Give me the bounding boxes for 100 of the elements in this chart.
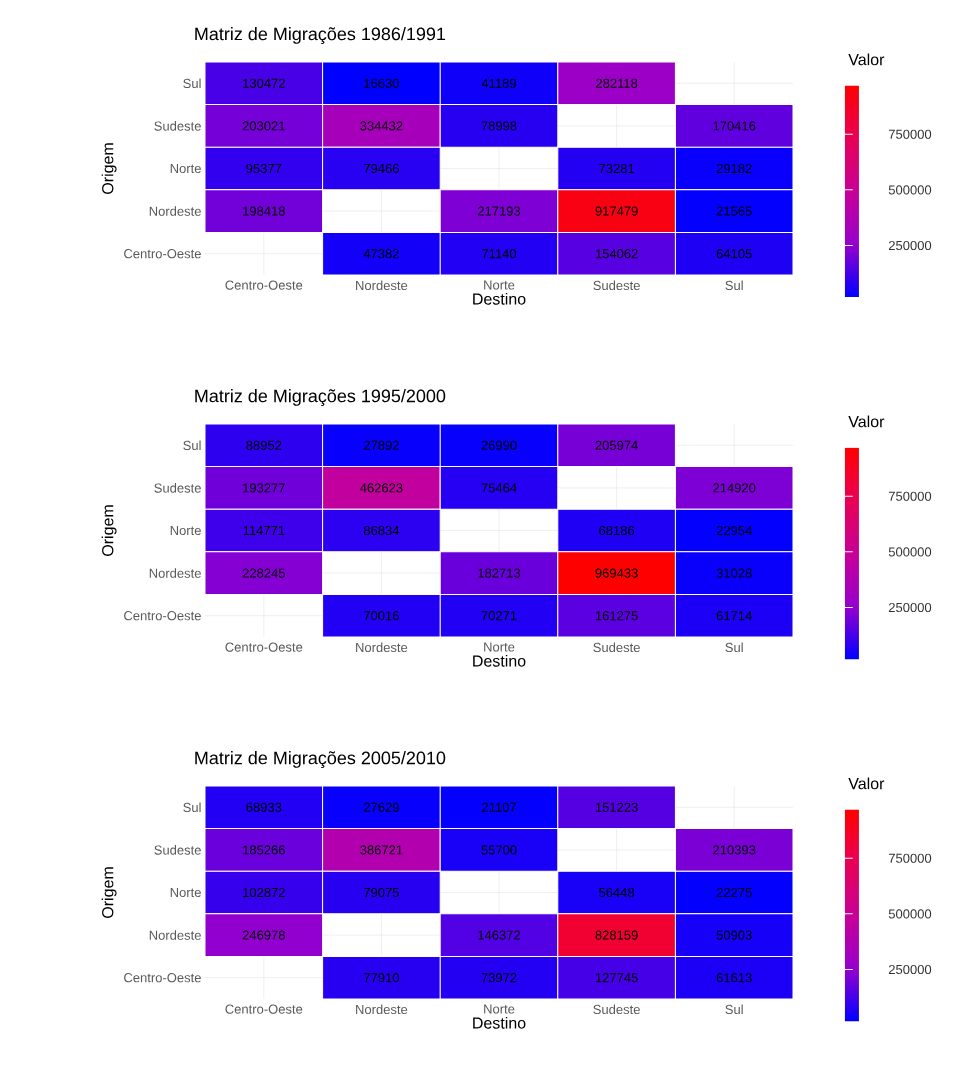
data-label: 203021 <box>242 121 285 131</box>
data-label: 102872 <box>243 887 285 898</box>
data-label: 386721 <box>360 845 403 855</box>
data-label: 56448 <box>599 887 635 898</box>
x-tick-label: Sudeste <box>593 1004 640 1015</box>
y-axis-title: Origem <box>101 867 117 918</box>
data-label: 26990 <box>481 440 517 450</box>
data-label: 214920 <box>713 483 756 493</box>
data-label: 64105 <box>716 249 752 259</box>
x-tick-label: Sul <box>725 1004 743 1015</box>
data-label: 31028 <box>716 568 752 578</box>
x-tick-label: Sul <box>725 280 743 291</box>
x-tick-label: Nordeste <box>356 280 408 291</box>
y-tick-label: Sudeste <box>154 483 201 493</box>
data-label: 246978 <box>242 930 285 940</box>
x-tick-label: Nordeste <box>356 1004 408 1015</box>
y-tick-label: Nordeste <box>149 930 201 940</box>
data-label: 61714 <box>716 611 752 621</box>
x-tick-label: Centro-Oeste <box>225 280 303 290</box>
data-label: 969433 <box>595 568 638 578</box>
data-label: 185266 <box>243 845 285 855</box>
data-label: 86834 <box>363 525 400 536</box>
data-label: 228245 <box>242 568 285 578</box>
x-tick-label: Norte <box>484 1004 515 1014</box>
data-label: 917479 <box>595 206 638 216</box>
data-label: 70271 <box>481 611 517 621</box>
x-tick-label: Norte <box>484 642 515 652</box>
y-axis-title: Origem <box>101 505 117 556</box>
data-label: 16630 <box>364 78 399 88</box>
data-label: 151223 <box>595 802 638 812</box>
data-label: 462623 <box>360 483 403 493</box>
color-bar-label: 500000 <box>888 909 932 919</box>
data-label: 68933 <box>246 802 282 812</box>
y-tick-label: Sudeste <box>154 121 201 131</box>
data-label: 193277 <box>243 483 285 493</box>
x-axis-title: Destino <box>473 292 526 305</box>
data-label: 88952 <box>246 440 282 450</box>
data-label: 130472 <box>243 78 285 88</box>
data-label: 27892 <box>363 440 399 450</box>
data-label: 27629 <box>363 802 399 812</box>
x-axis-title: Destino <box>473 1016 526 1029</box>
data-label: 161275 <box>595 611 638 621</box>
color-bar-label: 750000 <box>888 491 932 501</box>
color-bar-label: 750000 <box>888 853 932 863</box>
color-bar-title: Valor <box>848 415 885 428</box>
y-tick-label: Norte <box>170 887 201 898</box>
data-label: 22275 <box>716 887 752 898</box>
y-tick-label: Nordeste <box>149 206 201 216</box>
data-label: 70016 <box>364 611 399 621</box>
x-tick-label: Centro-Oeste <box>225 1004 303 1014</box>
color-bar-label: 500000 <box>888 547 932 557</box>
data-label: 282118 <box>596 78 638 88</box>
data-label: 61613 <box>716 973 752 983</box>
x-tick-label: Nordeste <box>356 642 408 653</box>
data-label: 21107 <box>482 802 516 812</box>
y-tick-label: Centro-Oeste <box>124 249 201 259</box>
data-label: 47382 <box>363 249 399 259</box>
chart-title: Matriz de Migrações 1995/2000 <box>195 389 446 406</box>
y-tick-label: Sul <box>183 440 201 451</box>
y-tick-label: Sudeste <box>154 845 201 855</box>
x-tick-label: Sudeste <box>593 280 640 291</box>
color-bar-title: Valor <box>848 777 885 790</box>
chart-title: Matriz de Migrações 2005/2010 <box>195 751 446 768</box>
x-axis-title: Destino <box>473 654 526 667</box>
data-label: 41189 <box>481 78 516 88</box>
data-label: 29182 <box>716 163 752 174</box>
data-label: 78998 <box>481 121 517 131</box>
data-label: 73972 <box>481 973 517 983</box>
color-bar-label: 500000 <box>888 185 932 195</box>
y-tick-label: Sul <box>183 78 201 89</box>
data-label: 79466 <box>364 163 399 174</box>
color-bar-label: 250000 <box>888 602 932 613</box>
data-label: 217193 <box>477 206 521 216</box>
color-bar-title: Valor <box>848 53 885 66</box>
data-label: 114771 <box>243 526 285 535</box>
data-label: 198418 <box>243 206 285 216</box>
data-label: 182713 <box>478 568 521 578</box>
data-label: 95377 <box>246 163 282 174</box>
data-label: 22954 <box>716 525 752 536</box>
y-tick-label: Nordeste <box>149 568 201 578</box>
x-tick-label: Norte <box>484 280 515 290</box>
chart-title: Matriz de Migrações 1986/1991 <box>195 27 446 44</box>
x-tick-label: Sudeste <box>593 642 640 653</box>
y-axis-title: Origem <box>101 143 117 194</box>
data-label: 79075 <box>364 887 399 898</box>
color-bar-label: 250000 <box>888 964 932 975</box>
color-bar-label: 250000 <box>888 240 932 251</box>
x-tick-label: Centro-Oeste <box>225 642 303 652</box>
data-label: 55700 <box>481 845 517 855</box>
data-label: 73281 <box>599 163 635 174</box>
data-label: 71140 <box>482 249 517 259</box>
y-tick-label: Centro-Oeste <box>124 973 201 983</box>
color-bar-label: 750000 <box>888 129 932 139</box>
data-label: 334432 <box>360 121 403 131</box>
y-tick-label: Norte <box>170 163 201 174</box>
y-tick-label: Centro-Oeste <box>124 611 201 621</box>
data-label: 75464 <box>481 483 517 493</box>
data-label: 77910 <box>364 973 399 983</box>
data-label: 205974 <box>595 440 638 450</box>
data-label: 828159 <box>595 930 638 940</box>
